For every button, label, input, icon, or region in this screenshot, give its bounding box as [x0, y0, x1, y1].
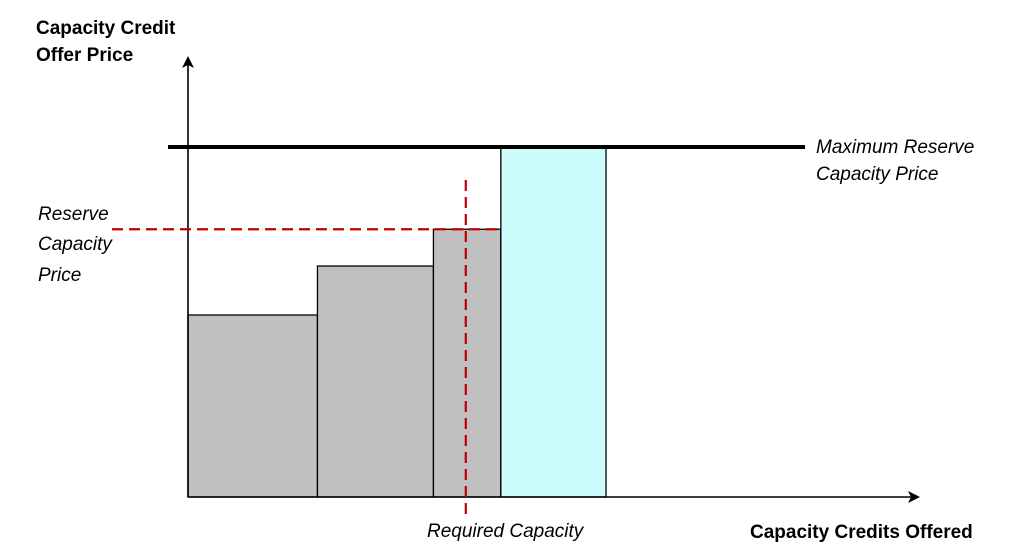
y-axis-label: Capacity Credit Offer Price [36, 18, 181, 66]
y-axis-label-line-1: Capacity Credit [36, 18, 176, 39]
max-reserve-price-label-line-1: Maximum Reserve [816, 137, 974, 158]
reserve-capacity-price-label-line-1: Reserve [38, 204, 109, 225]
offer-block-2 [316, 265, 435, 498]
max-reserve-price-label-line-2: Capacity Price [816, 164, 939, 185]
reserve-capacity-price-label-line-3: Price [38, 265, 81, 286]
offer-blocks [187, 146, 607, 498]
max-reserve-price-label: Maximum Reserve Capacity Price [816, 137, 980, 185]
reserve-capacity-price-label: Reserve Capacity Price [38, 204, 117, 286]
reserve-capacity-price-label-line-2: Capacity [38, 234, 113, 255]
required-capacity-label: Required Capacity [427, 521, 585, 542]
offer-block-3 [432, 228, 502, 498]
offer-block-1 [187, 314, 319, 498]
x-axis-label: Capacity Credits Offered [750, 522, 973, 543]
y-axis-label-line-2: Offer Price [36, 45, 133, 66]
offer-block-4 [500, 146, 607, 498]
